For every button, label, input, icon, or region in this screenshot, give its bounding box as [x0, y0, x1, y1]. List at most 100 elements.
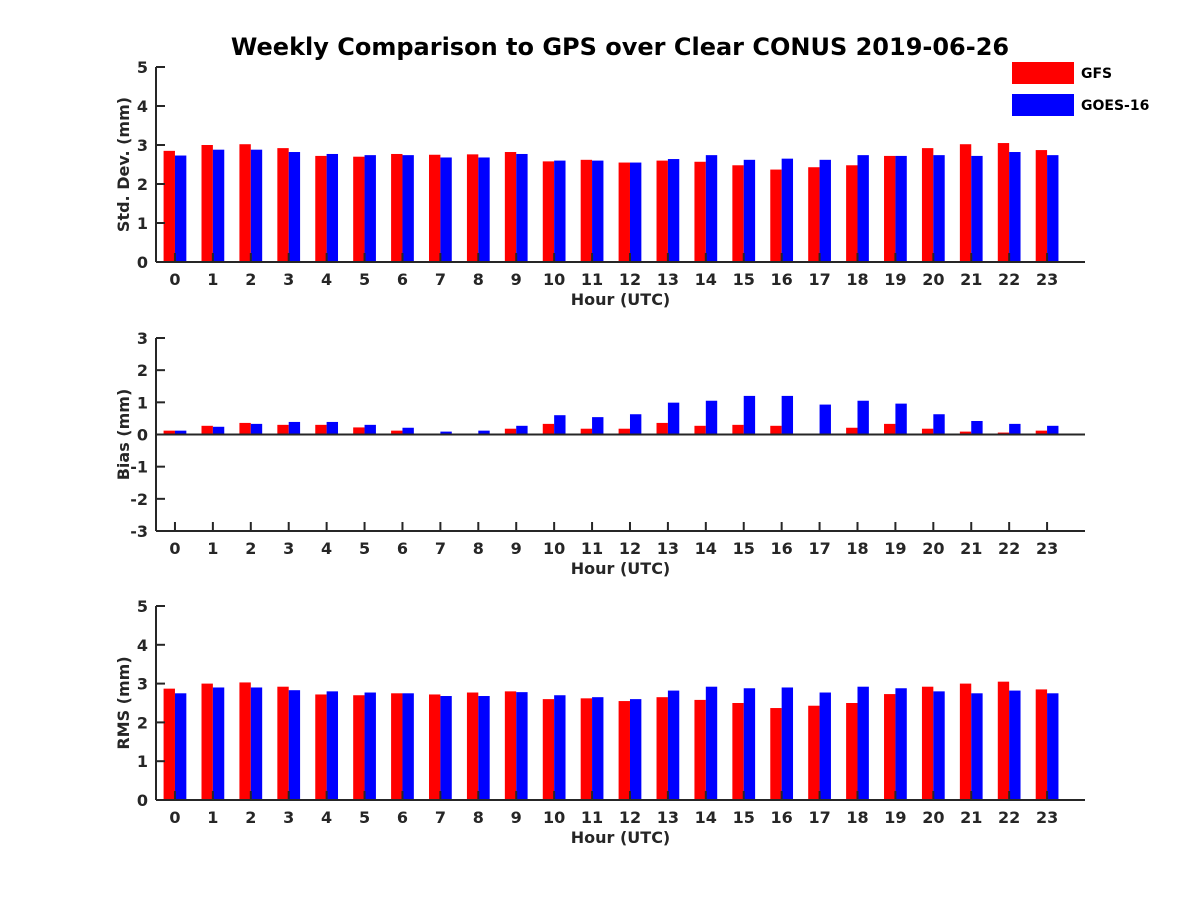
std-dev-bar-gfs-1 [201, 145, 213, 262]
rms-bar-goes-16-9 [516, 692, 528, 800]
std-dev-x-tick-label: 3 [283, 270, 294, 289]
rms-x-tick-label: 6 [397, 808, 408, 827]
std-dev-bar-gfs-5 [353, 156, 365, 262]
rms-bar-gfs-3 [277, 686, 289, 800]
rms-bar-goes-16-11 [592, 697, 604, 800]
rms-bar-goes-16-17 [819, 692, 831, 800]
bias-bar-gfs-5 [353, 427, 365, 435]
rms-x-tick-label: 22 [998, 808, 1020, 827]
std-dev-bar-gfs-16 [770, 169, 782, 262]
bias-bar-goes-16-4 [326, 421, 339, 435]
std-dev-x-tick-label: 0 [169, 270, 180, 289]
bias-y-tick-label: -3 [130, 522, 148, 541]
rms-bar-gfs-13 [656, 697, 668, 800]
rms-bar-goes-16-1 [212, 687, 225, 800]
std-dev-bar-goes-16-7 [440, 157, 452, 262]
rms-bar-goes-16-22 [1009, 690, 1021, 800]
bias-bar-goes-16-23 [1047, 425, 1059, 435]
std-dev-bar-goes-16-8 [478, 157, 490, 262]
bias-bar-gfs-19 [884, 423, 896, 435]
bias-bar-goes-16-12 [629, 414, 642, 435]
std-dev-bar-gfs-0 [163, 150, 175, 262]
std-dev-bar-goes-16-23 [1047, 155, 1059, 262]
rms-bar-gfs-18 [846, 703, 858, 800]
rms-bar-goes-16-4 [326, 691, 339, 800]
bias-bar-gfs-1 [201, 425, 213, 435]
rms-bar-gfs-9 [504, 691, 517, 800]
std-dev-x-tick-label: 16 [771, 270, 793, 289]
bias-x-tick-label: 3 [283, 539, 294, 558]
std-dev-x-tick-label: 21 [960, 270, 982, 289]
rms-bar-gfs-12 [618, 701, 630, 800]
std-dev-x-tick-label: 22 [998, 270, 1020, 289]
std-dev-y-axis-label: Std. Dev. (mm) [114, 97, 133, 232]
bias-bar-goes-16-14 [705, 400, 718, 435]
std-dev-bar-gfs-2 [239, 144, 251, 262]
bias-x-tick-label: 12 [619, 539, 641, 558]
rms-bar-gfs-10 [542, 699, 555, 800]
std-dev-bar-gfs-8 [466, 154, 479, 262]
rms-bar-goes-16-5 [364, 692, 376, 800]
bias-bar-goes-16-9 [516, 425, 528, 435]
bias-y-tick-label: 1 [137, 393, 148, 412]
bias-x-tick-label: 13 [657, 539, 679, 558]
bias-y-axis-label: Bias (mm) [114, 389, 133, 481]
bias-y-tick-label: 2 [137, 361, 148, 380]
rms-bar-gfs-11 [580, 698, 593, 800]
rms-x-tick-label: 12 [619, 808, 641, 827]
rms-x-tick-label: 18 [846, 808, 868, 827]
std-dev-x-tick-label: 2 [245, 270, 256, 289]
std-dev-x-tick-label: 17 [808, 270, 830, 289]
std-dev-bar-gfs-21 [959, 144, 972, 262]
bias-x-tick-label: 10 [543, 539, 565, 558]
legend: GFS GOES-16 [1012, 62, 1149, 116]
rms-y-tick-label: 3 [137, 675, 148, 694]
rms-x-tick-label: 15 [733, 808, 755, 827]
std-dev-x-tick-label: 14 [695, 270, 717, 289]
bias-bar-gfs-15 [732, 424, 744, 435]
bias-bar-gfs-10 [542, 423, 555, 435]
bias-bar-gfs-18 [846, 427, 858, 435]
std-dev-y-tick-label: 5 [137, 58, 148, 77]
rms-x-tick-label: 16 [771, 808, 793, 827]
rms-x-tick-label: 9 [511, 808, 522, 827]
rms-bar-goes-16-21 [971, 693, 983, 800]
rms-bar-gfs-0 [163, 688, 175, 800]
rms-bar-goes-16-6 [402, 693, 414, 800]
bias-bar-gfs-12 [618, 428, 630, 435]
rms-x-tick-label: 11 [581, 808, 603, 827]
std-dev-y-tick-label: 0 [137, 253, 148, 272]
rms-bar-goes-16-23 [1047, 693, 1059, 800]
bias-bar-goes-16-7 [440, 431, 452, 435]
bias-x-tick-label: 0 [169, 539, 180, 558]
rms-bar-goes-16-7 [440, 696, 452, 800]
bias-bar-goes-16-6 [402, 427, 414, 435]
rms-bar-goes-16-0 [174, 693, 187, 800]
rms-bar-gfs-20 [921, 686, 934, 800]
bias-y-tick-label: 0 [137, 426, 148, 445]
std-dev-bar-goes-16-9 [516, 153, 528, 262]
rms-bar-goes-16-13 [667, 690, 680, 800]
rms-bar-goes-16-14 [705, 686, 718, 800]
std-dev-x-tick-label: 23 [1036, 270, 1058, 289]
bias-bar-gfs-11 [580, 428, 593, 435]
rms-bar-gfs-1 [201, 683, 213, 800]
bias-x-tick-label: 9 [511, 539, 522, 558]
std-dev-bar-goes-16-0 [174, 155, 187, 262]
bias-bar-goes-16-18 [857, 400, 869, 435]
std-dev-bar-goes-16-15 [743, 159, 756, 262]
bias-x-tick-label: 18 [846, 539, 868, 558]
std-dev-bar-gfs-20 [921, 148, 934, 262]
rms-bar-goes-16-8 [478, 696, 490, 800]
std-dev-bar-goes-16-5 [364, 155, 376, 262]
bias-bar-goes-16-13 [667, 402, 680, 435]
bias-x-tick-label: 21 [960, 539, 982, 558]
std-dev-bar-goes-16-1 [212, 149, 225, 262]
rms-bar-goes-16-18 [857, 686, 869, 800]
bias-bar-goes-16-16 [781, 395, 794, 435]
std-dev-x-tick-label: 1 [207, 270, 218, 289]
rms-bar-gfs-21 [959, 683, 972, 800]
